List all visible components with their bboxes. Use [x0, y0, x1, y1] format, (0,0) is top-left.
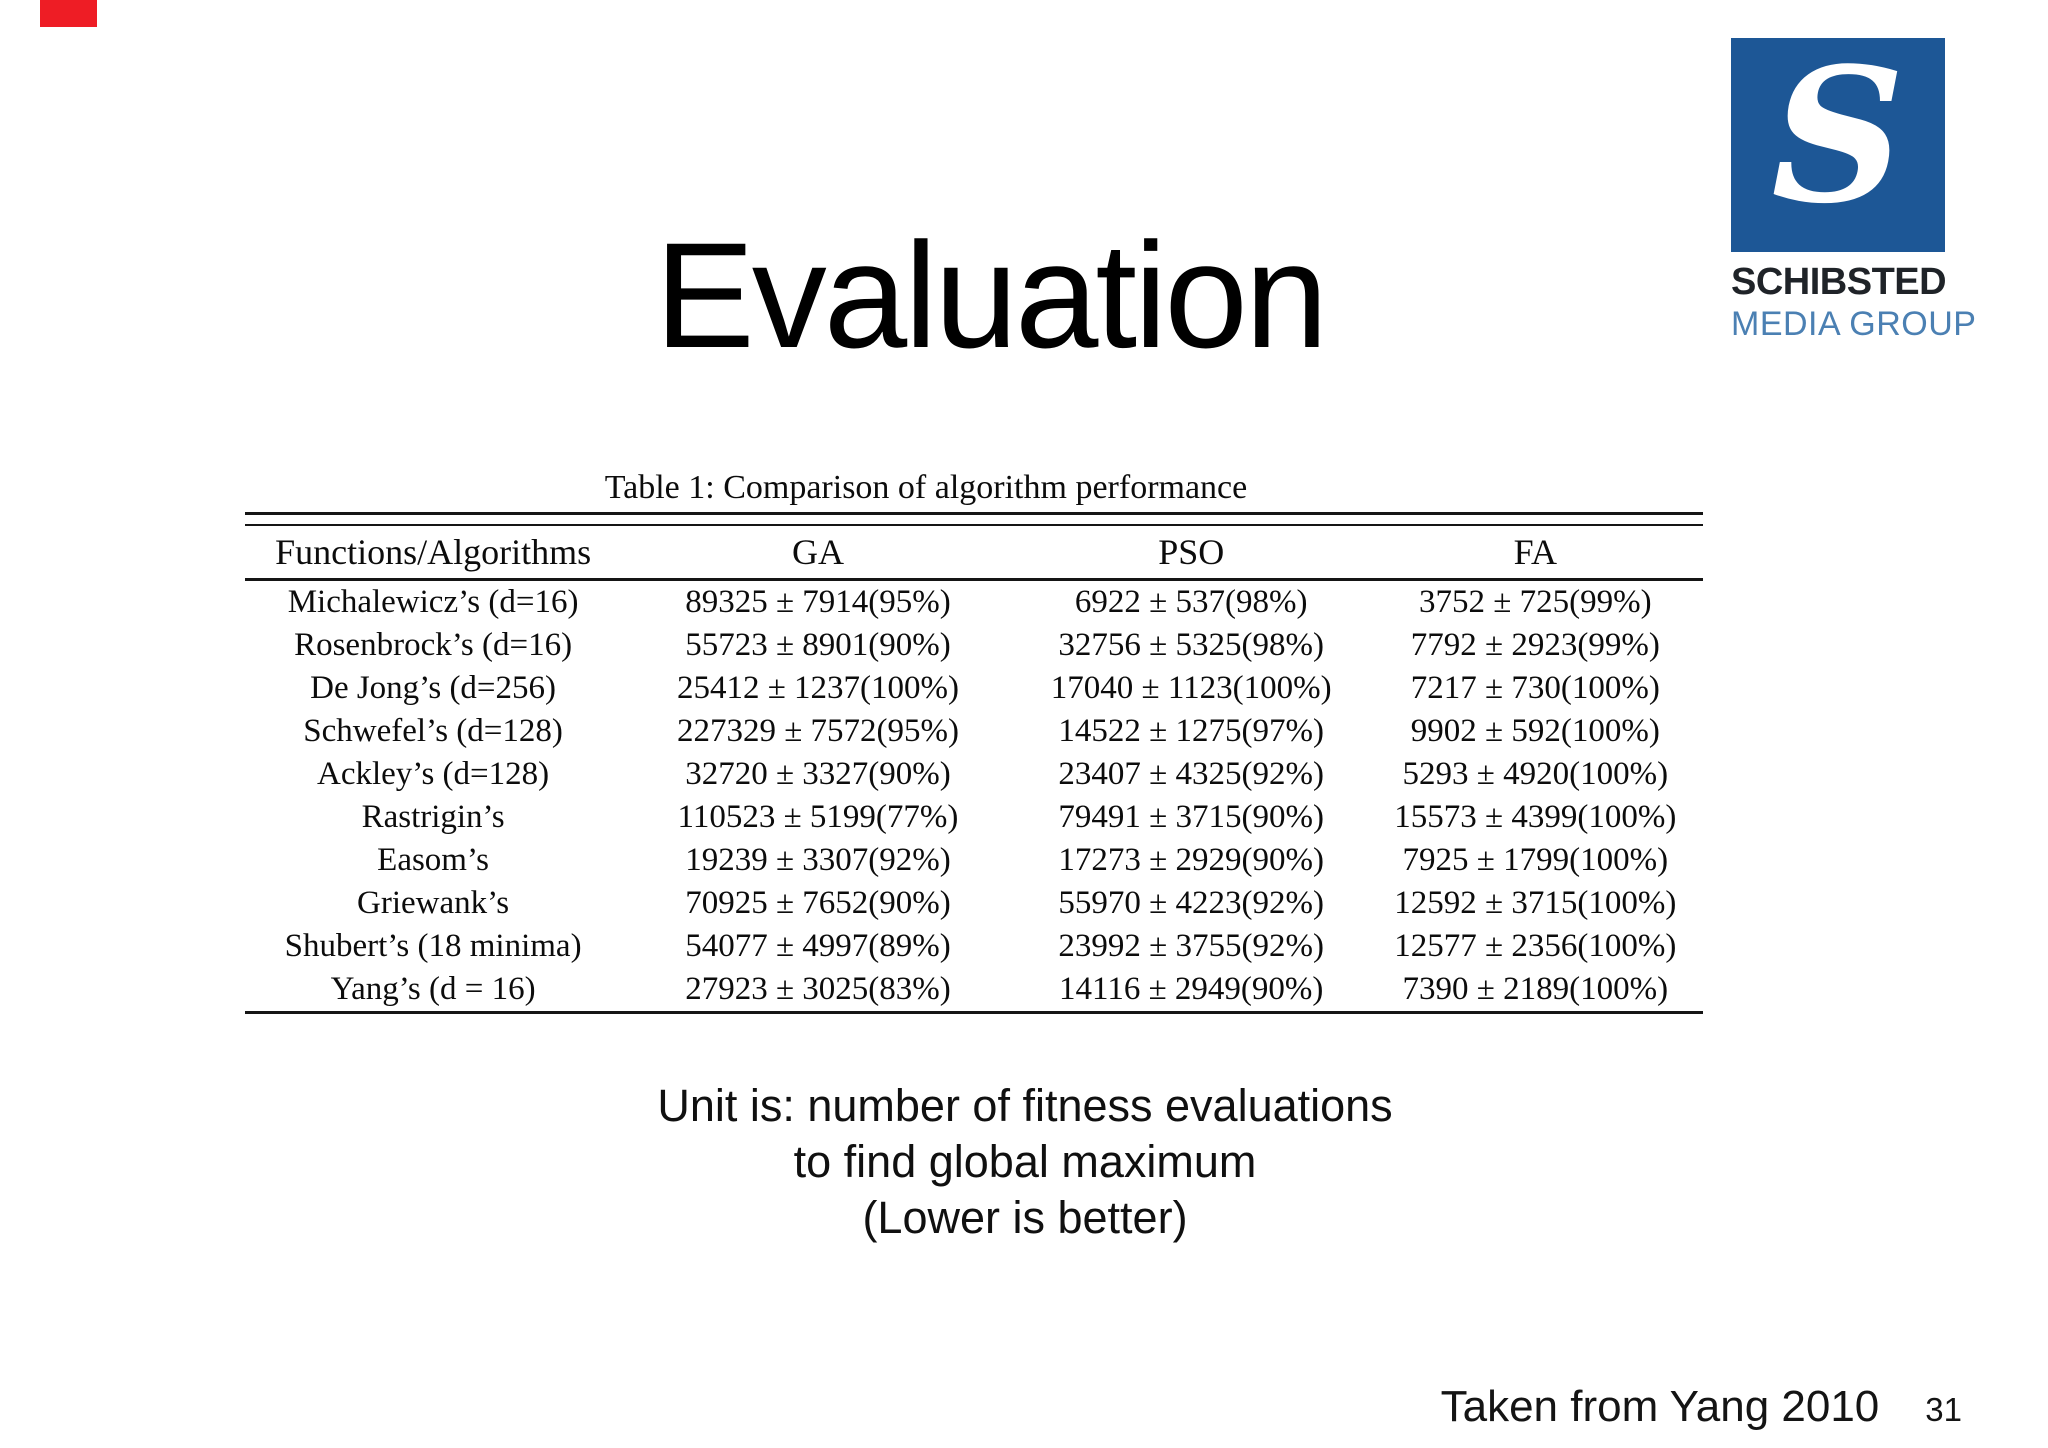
table-cell: 89325 ± 7914(95%) [685, 584, 951, 620]
table-row: Griewank’s 70925 ± 7652(90%) 55970 ± 4223(… [245, 882, 1703, 925]
table-cell: 55970 ± 4223(92%) [1058, 885, 1325, 921]
table-header-row: Functions/Algorithms GA PSO FA [245, 526, 1703, 578]
table-bottom-rule [245, 1011, 1703, 1014]
table-cell: 12577 ± 2356(100%) [1394, 928, 1677, 964]
table-cell: 32720 ± 3327(90%) [685, 756, 951, 792]
schibsted-logo-square: S [1731, 38, 1945, 252]
table-cell: 14522 ± 1275(97%) [1058, 713, 1325, 749]
table-cell: Rosenbrock’s (d=16) [294, 627, 573, 663]
table-cell: Michalewicz’s (d=16) [287, 584, 579, 620]
table-cell: Yang’s (d = 16) [330, 971, 536, 1007]
table-cell: Easom’s [377, 842, 489, 878]
table-row: Schwefel’s (d=128) 227329 ± 7572(95%) 1452… [245, 710, 1703, 753]
schibsted-s-icon: S [1771, 26, 1905, 245]
table-row: Rastrigin’s 110523 ± 5199(77%) 79491 ± 371… [245, 796, 1703, 839]
table-cell: 54077 ± 4997(89%) [685, 928, 951, 964]
red-marker [40, 0, 97, 27]
table-cell: 55723 ± 8901(90%) [685, 627, 951, 663]
table-cell: 19239 ± 3307(92%) [685, 842, 951, 878]
table-cell: 6922 ± 537(98%) [1074, 584, 1308, 620]
table-row: De Jong’s (d=256) 25412 ± 1237(100%) 17040… [245, 667, 1703, 710]
table-cell: 12592 ± 3715(100%) [1394, 885, 1677, 921]
table-cell: 7390 ± 2189(100%) [1402, 971, 1669, 1007]
table-row: Ackley’s (d=128) 32720 ± 3327(90%) 23407 ±… [245, 753, 1703, 796]
unit-note: Unit is: number of fitness evaluations t… [657, 1078, 1392, 1246]
table-cell: 5293 ± 4920(100%) [1402, 756, 1669, 792]
table-caption: Table 1: Comparison of algorithm perform… [604, 469, 1248, 506]
page-number: 31 [1925, 1391, 1962, 1428]
column-header-functions: Functions/Algorithms [275, 532, 592, 572]
table-cell: 79491 ± 3715(90%) [1058, 799, 1325, 835]
table-cell: 7792 ± 2923(99%) [1410, 627, 1660, 663]
table-top-rule [245, 512, 1703, 526]
attribution-text: Taken from Yang 2010 [1440, 1382, 1880, 1431]
table-cell: Ackley’s (d=128) [317, 756, 550, 792]
table-cell: 32756 ± 5325(98%) [1058, 627, 1325, 663]
table-cell: 17273 ± 2929(90%) [1058, 842, 1325, 878]
table-cell: 17040 ± 1123(100%) [1050, 670, 1332, 706]
table-cell: Shubert’s (18 minima) [284, 928, 582, 964]
table-row: Easom’s 19239 ± 3307(92%) 17273 ± 2929(90%… [245, 839, 1703, 882]
column-header-fa: FA [1513, 532, 1557, 572]
table-cell: 7217 ± 730(100%) [1410, 670, 1660, 706]
table-cell: 27923 ± 3025(83%) [685, 971, 951, 1007]
logo-name: SCHIBSTED [1731, 261, 1947, 303]
table-cell: 23407 ± 4325(92%) [1058, 756, 1325, 792]
table-header-rule [245, 578, 1703, 581]
slide-title: Evaluation [654, 210, 1328, 379]
unit-note-line3: (Lower is better) [862, 1192, 1188, 1243]
slide-footer: Taken from Yang 2010 31 [1441, 1382, 1962, 1432]
table-cell: 25412 ± 1237(100%) [676, 670, 960, 706]
table-cell: 15573 ± 4399(100%) [1394, 799, 1677, 835]
table-cell: 3752 ± 725(99%) [1419, 584, 1652, 620]
schibsted-logo: S SCHIBSTED MEDIA GROUP [1731, 38, 1977, 344]
table-row: Yang’s (d = 16) 27923 ± 3025(83%) 14116 ± … [245, 968, 1703, 1011]
column-header-ga: GA [791, 532, 844, 572]
column-header-pso: PSO [1158, 532, 1225, 572]
table-row: Rosenbrock’s (d=16) 55723 ± 8901(90%) 3275… [245, 624, 1703, 667]
unit-note-line2: to find global maximum [793, 1136, 1257, 1187]
table-cell: 227329 ± 7572(95%) [676, 713, 960, 749]
table-cell: 7925 ± 1799(100%) [1402, 842, 1669, 878]
table-row: Shubert’s (18 minima) 54077 ± 4997(89%) 23… [245, 925, 1703, 968]
logo-subname: MEDIA GROUP [1731, 305, 1977, 343]
table-cell: 23992 ± 3755(92%) [1058, 928, 1325, 964]
table-cell: 14116 ± 2949(90%) [1059, 971, 1324, 1007]
table-cell: De Jong’s (d=256) [310, 670, 557, 706]
table-cell: Schwefel’s (d=128) [303, 713, 563, 749]
results-table-body: Michalewicz’s (d=16) 89325 ± 7914(95%) 692… [245, 581, 1703, 1011]
table-cell: Rastrigin’s [361, 799, 505, 835]
table-cell: 70925 ± 7652(90%) [685, 885, 951, 921]
table-cell: 9902 ± 592(100%) [1410, 713, 1660, 749]
results-table: Table 1: Comparison of algorithm perform… [245, 468, 1703, 1014]
table-cell: Griewank’s [357, 885, 510, 921]
unit-note-line1: Unit is: number of fitness evaluations [657, 1080, 1393, 1131]
table-row: Michalewicz’s (d=16) 89325 ± 7914(95%) 692… [245, 581, 1703, 624]
table-cell: 110523 ± 5199(77%) [677, 799, 959, 835]
